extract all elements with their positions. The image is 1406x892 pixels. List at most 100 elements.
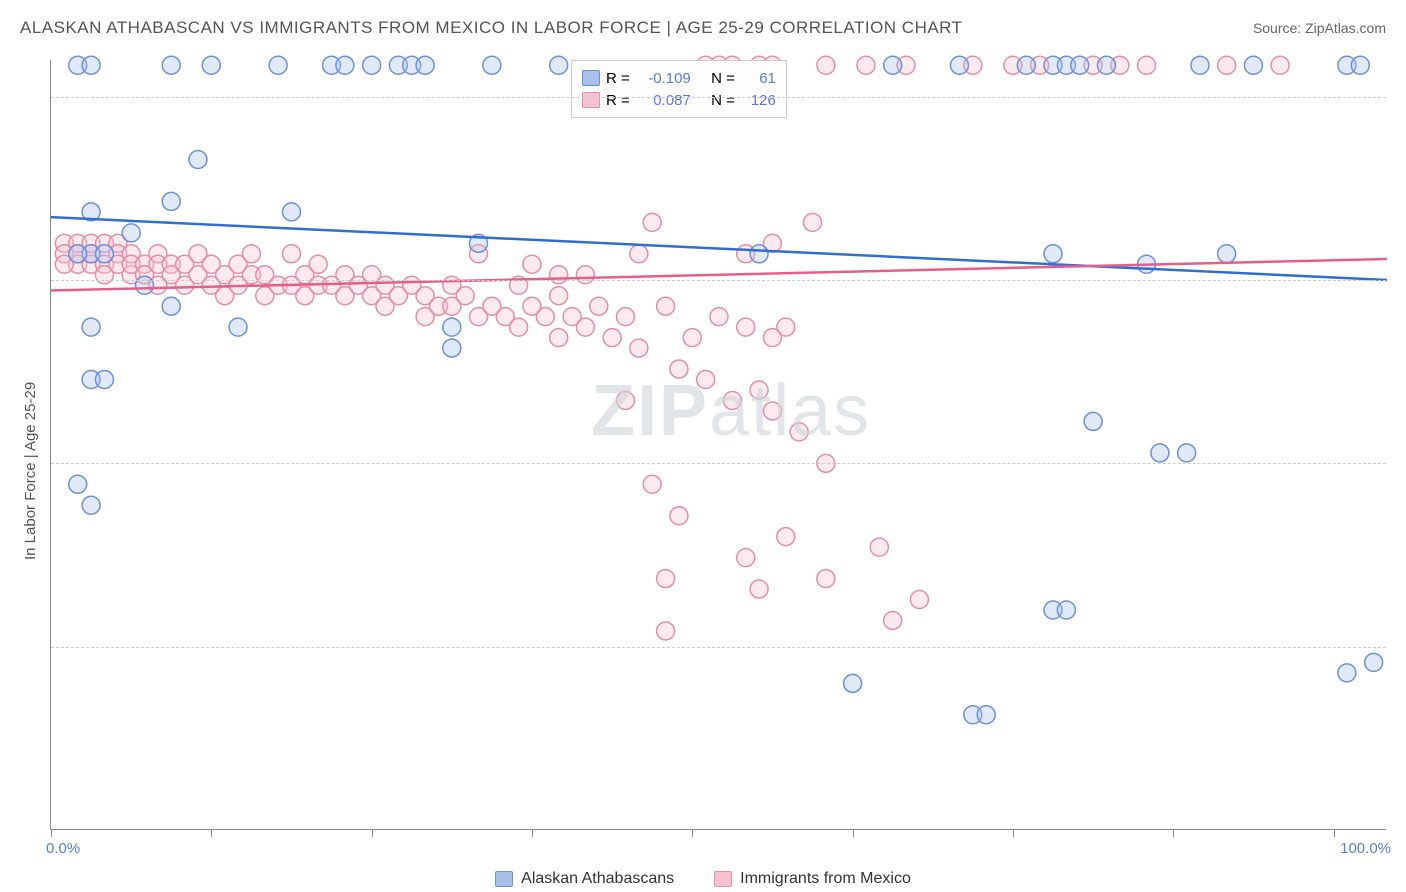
data-point bbox=[416, 56, 434, 74]
y-tick-label: 65.0% bbox=[1394, 473, 1406, 490]
r-value-1: -0.109 bbox=[636, 70, 691, 87]
stats-row-2: R = 0.087 N = 126 bbox=[582, 89, 776, 111]
series2-swatch bbox=[582, 92, 600, 108]
stats-legend: R = -0.109 N = 61 R = 0.087 N = 126 bbox=[571, 60, 787, 118]
data-point bbox=[603, 329, 621, 347]
data-point bbox=[189, 151, 207, 169]
data-point bbox=[69, 475, 87, 493]
y-tick-label: 100.0% bbox=[1394, 107, 1406, 124]
data-point bbox=[710, 308, 728, 326]
data-point bbox=[737, 549, 755, 567]
data-point bbox=[82, 318, 100, 336]
y-tick-label: 47.5% bbox=[1394, 657, 1406, 674]
data-point bbox=[750, 580, 768, 598]
data-point bbox=[697, 371, 715, 389]
data-point bbox=[510, 318, 528, 336]
data-point bbox=[229, 318, 247, 336]
data-point bbox=[804, 213, 822, 231]
r-value-2: 0.087 bbox=[636, 92, 691, 109]
x-tick bbox=[1173, 829, 1174, 837]
data-point bbox=[1151, 444, 1169, 462]
data-point bbox=[202, 56, 220, 74]
source-text: Source: ZipAtlas.com bbox=[1253, 20, 1386, 36]
gridline bbox=[51, 97, 1386, 98]
r-label: R = bbox=[606, 92, 630, 109]
data-point bbox=[1218, 245, 1236, 263]
data-point bbox=[162, 297, 180, 315]
data-point bbox=[950, 56, 968, 74]
data-point bbox=[630, 339, 648, 357]
data-point bbox=[242, 245, 260, 263]
data-point bbox=[550, 266, 568, 284]
data-point bbox=[443, 318, 461, 336]
data-point bbox=[1084, 412, 1102, 430]
data-point bbox=[1191, 56, 1209, 74]
legend-item-1: Alaskan Athabascans bbox=[495, 870, 674, 888]
data-point bbox=[670, 360, 688, 378]
data-point bbox=[1351, 56, 1369, 74]
data-point bbox=[576, 266, 594, 284]
data-point bbox=[69, 245, 87, 263]
x-tick bbox=[372, 829, 373, 837]
data-point bbox=[763, 402, 781, 420]
data-point bbox=[977, 706, 995, 724]
data-point bbox=[95, 371, 113, 389]
data-point bbox=[884, 611, 902, 629]
data-point bbox=[282, 245, 300, 263]
data-point bbox=[817, 56, 835, 74]
n-value-2: 126 bbox=[741, 92, 776, 109]
data-point bbox=[536, 308, 554, 326]
data-point bbox=[1244, 56, 1262, 74]
data-point bbox=[790, 423, 808, 441]
data-point bbox=[750, 245, 768, 263]
data-point bbox=[1271, 56, 1289, 74]
r-label: R = bbox=[606, 70, 630, 87]
data-point bbox=[1338, 664, 1356, 682]
data-point bbox=[456, 287, 474, 305]
n-label: N = bbox=[711, 70, 735, 87]
chart-title: ALASKAN ATHABASCAN VS IMMIGRANTS FROM ME… bbox=[20, 18, 963, 38]
bottom-legend: Alaskan Athabascans Immigrants from Mexi… bbox=[0, 870, 1406, 888]
data-point bbox=[162, 192, 180, 210]
x-tick bbox=[532, 829, 533, 837]
data-point bbox=[910, 591, 928, 609]
gridline bbox=[51, 463, 1386, 464]
data-point bbox=[309, 255, 327, 273]
data-point bbox=[763, 329, 781, 347]
data-point bbox=[884, 56, 902, 74]
data-point bbox=[670, 507, 688, 525]
series2-swatch-icon bbox=[714, 871, 732, 887]
gridline bbox=[51, 280, 1386, 281]
data-point bbox=[750, 381, 768, 399]
x-max-label: 100.0% bbox=[1340, 840, 1391, 857]
data-point bbox=[523, 255, 541, 273]
legend-label-2: Immigrants from Mexico bbox=[740, 870, 911, 888]
n-value-1: 61 bbox=[741, 70, 776, 87]
data-point bbox=[1017, 56, 1035, 74]
data-point bbox=[95, 245, 113, 263]
data-point bbox=[363, 56, 381, 74]
x-tick bbox=[51, 829, 52, 837]
data-point bbox=[657, 622, 675, 640]
data-point bbox=[483, 56, 501, 74]
data-point bbox=[282, 203, 300, 221]
x-tick bbox=[211, 829, 212, 837]
data-point bbox=[657, 297, 675, 315]
data-point bbox=[82, 496, 100, 514]
series1-swatch-icon bbox=[495, 871, 513, 887]
data-point bbox=[643, 475, 661, 493]
data-point bbox=[122, 224, 140, 242]
data-point bbox=[550, 287, 568, 305]
data-point bbox=[162, 56, 180, 74]
data-point bbox=[777, 528, 795, 546]
data-point bbox=[817, 570, 835, 588]
stats-row-1: R = -0.109 N = 61 bbox=[582, 67, 776, 89]
x-tick bbox=[1334, 829, 1335, 837]
data-point bbox=[550, 329, 568, 347]
legend-item-2: Immigrants from Mexico bbox=[714, 870, 911, 888]
data-point bbox=[616, 308, 634, 326]
data-point bbox=[630, 245, 648, 263]
data-point bbox=[443, 339, 461, 357]
data-point bbox=[1044, 245, 1062, 263]
data-point bbox=[82, 56, 100, 74]
